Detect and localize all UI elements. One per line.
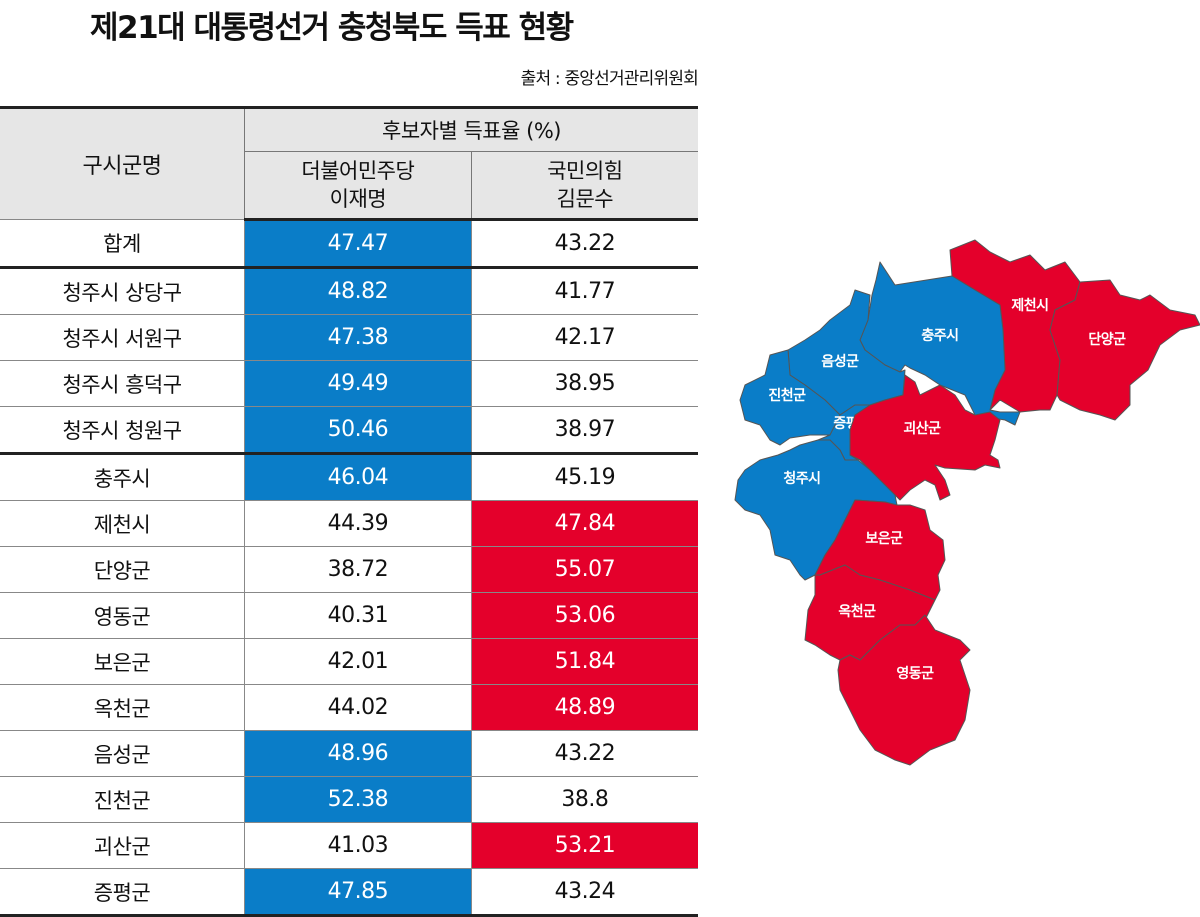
- lee-vote-share-cell: 44.02: [244, 684, 472, 731]
- table-row: 괴산군 41.03 53.21: [0, 822, 698, 869]
- table-row: 충주시 46.04 45.19: [0, 453, 698, 501]
- region-cell: 보은군: [0, 638, 245, 685]
- map-region: 단양군: [1049, 279, 1200, 421]
- lee-vote-share-cell: 52.38: [244, 776, 472, 823]
- region-cell: 단양군: [0, 546, 245, 593]
- lee-vote-share-cell: 47.47: [244, 219, 472, 269]
- vote-share-table: 구시군명 후보자별 득표율 (%) 더불어민주당 이재명 국민의힘 김문수 합계…: [0, 106, 698, 917]
- region-cell: 옥천군: [0, 684, 245, 731]
- candidate-header-kim: 국민의힘 김문수: [471, 151, 698, 221]
- region-shape: [734, 439, 898, 581]
- kim-vote-share-cell: 38.8: [471, 776, 698, 823]
- region-cell: 영동군: [0, 592, 245, 639]
- candidate-name: 김문수: [556, 187, 614, 211]
- kim-vote-share-cell: 53.21: [471, 822, 698, 869]
- kim-vote-share-cell: 55.07: [471, 546, 698, 593]
- kim-vote-share-cell: 48.89: [471, 684, 698, 731]
- kim-vote-share-cell: 53.06: [471, 592, 698, 639]
- table-body: 합계 47.47 43.22 청주시 상당구 48.82 41.77 청주시 서원구 47.3…: [0, 219, 698, 917]
- region-label: 괴산군: [903, 420, 941, 437]
- table-row: 청주시 상당구 48.82 41.77: [0, 267, 698, 315]
- region-label: 제천시: [1011, 298, 1048, 314]
- map-region: 청주시: [734, 439, 898, 581]
- candidate-name: 이재명: [329, 187, 387, 211]
- region-label: 옥천군: [838, 604, 876, 620]
- region-label: 영동군: [896, 665, 934, 682]
- table-row: 증평군 47.85 43.24: [0, 868, 698, 917]
- kim-vote-share-cell: 43.22: [471, 219, 698, 269]
- party-label: 더불어민주당: [301, 159, 415, 183]
- region-cell: 음성군: [0, 730, 245, 777]
- kim-vote-share-cell: 38.95: [471, 360, 698, 407]
- table-row: 옥천군 44.02 48.89: [0, 684, 698, 731]
- region-cell: 청주시 흥덕구: [0, 360, 245, 407]
- region-label: 진천군: [768, 387, 806, 404]
- region-label: 청주시: [783, 471, 820, 487]
- table-row: 청주시 청원구 50.46 38.97: [0, 406, 698, 455]
- region-cell: 합계: [0, 219, 245, 269]
- table-row: 청주시 서원구 47.38 42.17: [0, 314, 698, 361]
- kim-vote-share-cell: 43.22: [471, 730, 698, 777]
- region-cell: 충주시: [0, 453, 245, 501]
- table-row: 단양군 38.72 55.07: [0, 546, 698, 593]
- map-region: 영동군: [837, 614, 971, 766]
- lee-vote-share-cell: 40.31: [244, 592, 472, 639]
- region-cell: 제천시: [0, 500, 245, 547]
- source-note: 출처 : 중앙선거관리위원회: [520, 69, 699, 89]
- region-column-header: 구시군명: [0, 106, 245, 220]
- region-cell: 청주시 상당구: [0, 267, 245, 315]
- candidate-header-lee: 더불어민주당 이재명: [244, 151, 472, 221]
- region-cell: 청주시 청원구: [0, 406, 245, 455]
- region-cell: 청주시 서원구: [0, 314, 245, 361]
- page-title: 제21대 대통령선거 충청북도 득표 현황: [90, 10, 574, 46]
- lee-vote-share-cell: 41.03: [244, 822, 472, 869]
- region-label: 음성군: [821, 354, 859, 370]
- lee-vote-share-cell: 48.82: [244, 267, 472, 315]
- region-label: 보은군: [865, 531, 903, 547]
- vote-share-group-header: 후보자별 득표율 (%): [244, 106, 698, 152]
- lee-vote-share-cell: 46.04: [244, 453, 472, 501]
- lee-vote-share-cell: 42.01: [244, 638, 472, 685]
- region-cell: 진천군: [0, 776, 245, 823]
- region-label: 단양군: [1088, 331, 1126, 348]
- lee-vote-share-cell: 49.49: [244, 360, 472, 407]
- region-shape: [837, 614, 971, 766]
- table-row: 음성군 48.96 43.22: [0, 730, 698, 777]
- table-row: 청주시 흥덕구 49.49 38.95: [0, 360, 698, 407]
- kim-vote-share-cell: 45.19: [471, 453, 698, 501]
- lee-vote-share-cell: 44.39: [244, 500, 472, 547]
- table-row: 합계 47.47 43.22: [0, 219, 698, 269]
- kim-vote-share-cell: 38.97: [471, 406, 698, 455]
- region-shape: [739, 349, 841, 446]
- kim-vote-share-cell: 42.17: [471, 314, 698, 361]
- kim-vote-share-cell: 41.77: [471, 267, 698, 315]
- table-row: 영동군 40.31 53.06: [0, 592, 698, 639]
- map-region: 진천군: [739, 349, 841, 446]
- kim-vote-share-cell: 51.84: [471, 638, 698, 685]
- lee-vote-share-cell: 48.96: [244, 730, 472, 777]
- region-shape: [1049, 279, 1200, 421]
- lee-vote-share-cell: 38.72: [244, 546, 472, 593]
- table-row: 제천시 44.39 47.84: [0, 500, 698, 547]
- region-label: 충주시: [921, 328, 958, 344]
- kim-vote-share-cell: 47.84: [471, 500, 698, 547]
- lee-vote-share-cell: 50.46: [244, 406, 472, 455]
- region-cell: 괴산군: [0, 822, 245, 869]
- table-row: 보은군 42.01 51.84: [0, 638, 698, 685]
- lee-vote-share-cell: 47.38: [244, 314, 472, 361]
- table-row: 진천군 52.38 38.8: [0, 776, 698, 823]
- party-label: 국민의힘: [547, 159, 623, 183]
